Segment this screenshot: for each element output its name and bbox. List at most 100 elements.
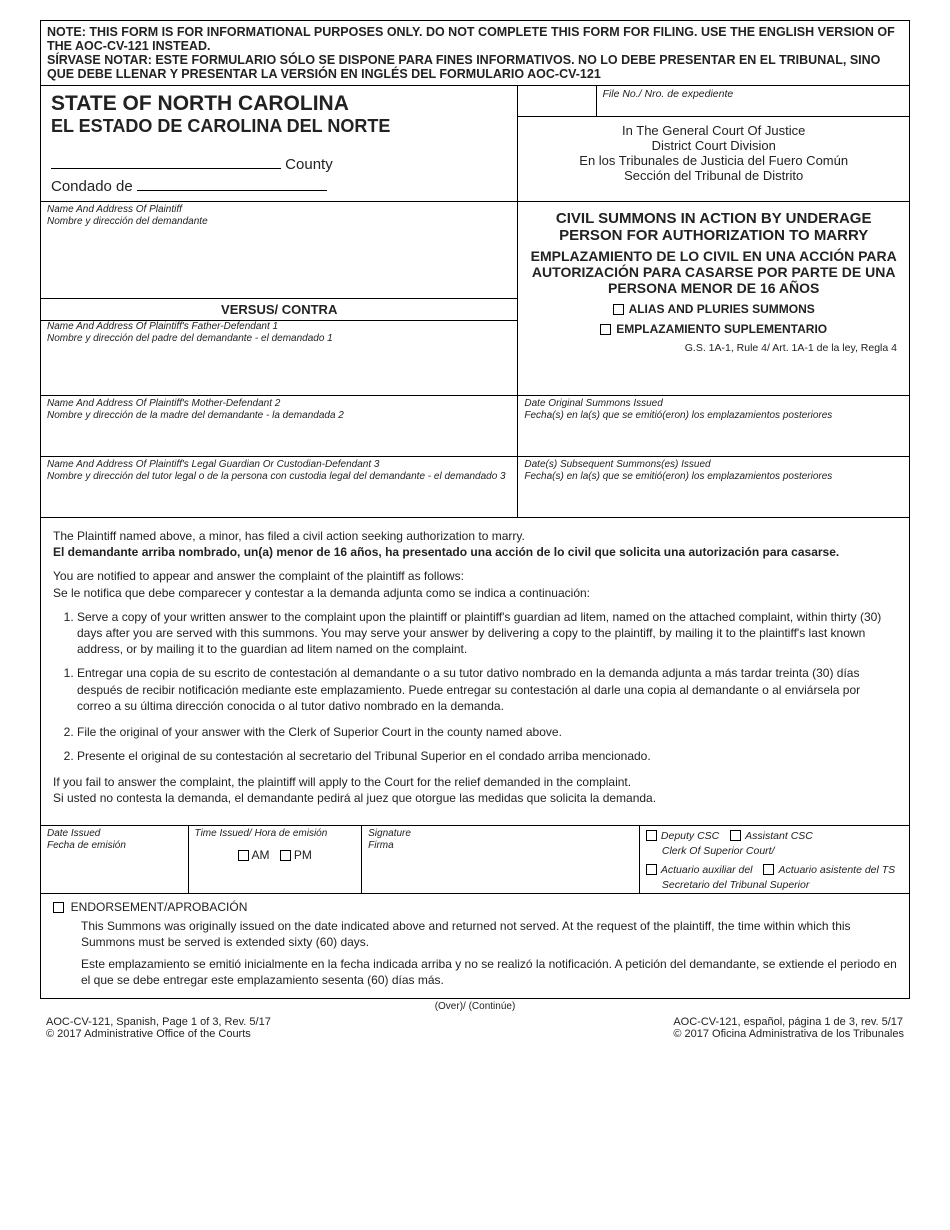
mother-cell[interactable]: Name And Address Of Plaintiff's Mother-D… [41,396,518,456]
mother-label-es: Nombre y dirección de la madre del deman… [47,410,511,422]
fileno-label: File No./ Nro. de expediente [603,88,734,100]
li2-es: Presente el original de su contestación … [77,748,897,764]
mother-row: Name And Address Of Plaintiff's Mother-D… [41,396,909,457]
body-p2-en: You are notified to appear and answer th… [53,569,464,583]
endorsement-checkbox[interactable] [53,902,64,913]
pm-checkbox[interactable] [280,850,291,861]
endorsement-title: ENDORSEMENT/APROBACIÓN [71,900,248,914]
note-es: SÍRVASE NOTAR: ESTE FORMULARIO SÓLO SE D… [47,53,903,81]
gs-cite: G.S. 1A-1, Rule 4/ Art. 1A-1 de la ley, … [524,340,903,356]
fileno-spacer [518,86,596,116]
note-en: NOTE: THIS FORM IS FOR INFORMATIONAL PUR… [47,25,903,53]
sig-date-cell[interactable]: Date Issued Fecha de emisión [41,826,189,893]
endorsement-p2: Este emplazamiento se emitió inicialment… [81,956,897,988]
mother-label-en: Name And Address Of Plaintiff's Mother-D… [47,398,511,410]
endorsement-p1: This Summons was originally issued on th… [81,918,897,950]
assistant-label: Assistant CSC [745,830,813,842]
endorsement-title-row: ENDORSEMENT/APROBACIÓN [53,900,897,914]
alias-es-checkbox[interactable] [600,324,611,335]
endorsement-section: ENDORSEMENT/APROBACIÓN This Summons was … [41,894,909,999]
li1-en: Serve a copy of your written answer to t… [77,609,897,658]
court-text: In The General Court Of Justice District… [518,117,909,189]
county-input-line[interactable] [51,155,281,169]
asist-label: Actuario asistente del TS [778,864,895,876]
state-title-es: EL ESTADO DE CAROLINA DEL NORTE [51,116,507,137]
clerk-label: Clerk Of Superior Court/ [662,845,903,857]
header-row: STATE OF NORTH CAROLINA EL ESTADO DE CAR… [41,86,909,202]
guardian-label-es: Nombre y dirección del tutor legal o de … [47,471,511,483]
county-line: County [51,155,507,173]
court-line1: In The General Court Of Justice [526,123,901,138]
deputy-label: Deputy CSC [661,830,719,842]
li1-es: Entregar una copia de su escrito de cont… [77,665,897,714]
condado-input-line[interactable] [137,177,327,191]
footer-row: AOC-CV-121, Spanish, Page 1 of 3, Rev. 5… [40,1014,910,1040]
body-p3-en: If you fail to answer the complaint, the… [53,775,631,789]
condado-label: Condado de [51,178,133,195]
summons-en: CIVIL SUMMONS IN ACTION BY UNDERAGE PERS… [524,210,903,244]
subs-date-es: Fecha(s) en la(s) que se emitió(eron) lo… [524,471,903,483]
plaintiff-cell[interactable]: Name And Address Of Plaintiff Nombre y d… [41,202,518,395]
am-checkbox[interactable] [238,850,249,861]
footer-right1: AOC-CV-121, español, página 1 de 3, rev.… [673,1016,904,1028]
subs-date-en: Date(s) Subsequent Summons(es) Issued [524,459,903,471]
form-container: NOTE: THIS FORM IS FOR INFORMATIONAL PUR… [40,20,910,999]
guardian-label-en: Name And Address Of Plaintiff's Legal Gu… [47,459,511,471]
guardian-row: Name And Address Of Plaintiff's Legal Gu… [41,457,909,518]
court-line4: Sección del Tribunal de Distrito [526,168,901,183]
header-left: STATE OF NORTH CAROLINA EL ESTADO DE CAR… [41,86,518,201]
asist-checkbox[interactable] [763,864,774,875]
over-line: (Over)/ (Continúe) [40,999,910,1014]
subs-date-cell[interactable]: Date(s) Subsequent Summons(es) Issued Fe… [518,457,909,517]
alias-label: ALIAS AND PLURIES SUMMONS [629,302,815,316]
footer-left1: AOC-CV-121, Spanish, Page 1 of 3, Rev. 5… [46,1016,271,1028]
condado-line: Condado de [51,177,507,195]
orig-date-es: Fecha(s) en la(s) que se emitió(eron) lo… [524,410,903,422]
deputy-checkbox[interactable] [646,830,657,841]
li2-en: File the original of your answer with th… [77,724,897,740]
aux-label: Actuario auxiliar del [661,864,753,876]
body-p3-es: Si usted no contesta la demanda, el dema… [53,791,656,805]
alias-line: ALIAS AND PLURIES SUMMONS [524,302,903,316]
signature-row: Date Issued Fecha de emisión Time Issued… [41,825,909,894]
court-line3: En los Tribunales de Justicia del Fuero … [526,153,901,168]
summons-es: EMPLAZAMIENTO DE LO CIVIL EN UNA ACCIÓN … [524,248,903,296]
orig-date-cell[interactable]: Date Original Summons Issued Fecha(s) en… [518,396,909,456]
sig-time-label: Time Issued/ Hora de emisión [195,828,356,840]
footer-right: AOC-CV-121, español, página 1 de 3, rev.… [673,1016,904,1040]
father-space[interactable] [47,345,511,393]
summons-title-cell: CIVIL SUMMONS IN ACTION BY UNDERAGE PERS… [518,202,909,395]
body-p2-es: Se le notifica que debe comparecer y con… [53,586,590,600]
footer-left2: © 2017 Administrative Office of the Cour… [46,1028,271,1040]
plaintiff-label-es: Nombre y dirección del demandante [47,216,511,228]
assistant-checkbox[interactable] [730,830,741,841]
court-line2: District Court Division [526,138,901,153]
alias-es-line: EMPLAZAMIENTO SUPLEMENTARIO [524,322,903,336]
note-box: NOTE: THIS FORM IS FOR INFORMATIONAL PUR… [41,21,909,86]
am-label: AM [252,848,270,862]
father-label-es: Nombre y dirección del padre del demanda… [47,333,511,345]
footer-right2: © 2017 Oficina Administrativa de los Tri… [673,1028,904,1040]
body-text: The Plaintiff named above, a minor, has … [41,518,909,825]
footer-left: AOC-CV-121, Spanish, Page 1 of 3, Rev. 5… [46,1016,271,1040]
alias-checkbox[interactable] [613,304,624,315]
pm-label: PM [294,848,312,862]
fileno-row: File No./ Nro. de expediente [518,86,909,117]
orig-date-en: Date Original Summons Issued [524,398,903,410]
sec-label: Secretario del Tribunal Superior [662,879,903,891]
body-p1-en: The Plaintiff named above, a minor, has … [53,529,525,543]
plaintiff-space [47,228,511,298]
sig-label-es: Firma [368,840,633,852]
sig-time-cell[interactable]: Time Issued/ Hora de emisión AM PM [189,826,363,893]
body-p1-es: El demandante arriba nombrado, un(a) men… [53,545,839,559]
alias-es-label: EMPLAZAMIENTO SUPLEMENTARIO [616,322,827,336]
sig-signature-cell[interactable]: Signature Firma [362,826,640,893]
plaintiff-label-en: Name And Address Of Plaintiff [47,204,511,216]
sig-label-en: Signature [368,828,633,840]
sig-checks-cell: Deputy CSC Assistant CSC Clerk Of Superi… [640,826,909,893]
aux-checkbox[interactable] [646,864,657,875]
sig-date-es: Fecha de emisión [47,840,182,852]
sig-date-en: Date Issued [47,828,182,840]
fileno-cell[interactable]: File No./ Nro. de expediente [597,86,909,116]
guardian-cell[interactable]: Name And Address Of Plaintiff's Legal Gu… [41,457,518,517]
